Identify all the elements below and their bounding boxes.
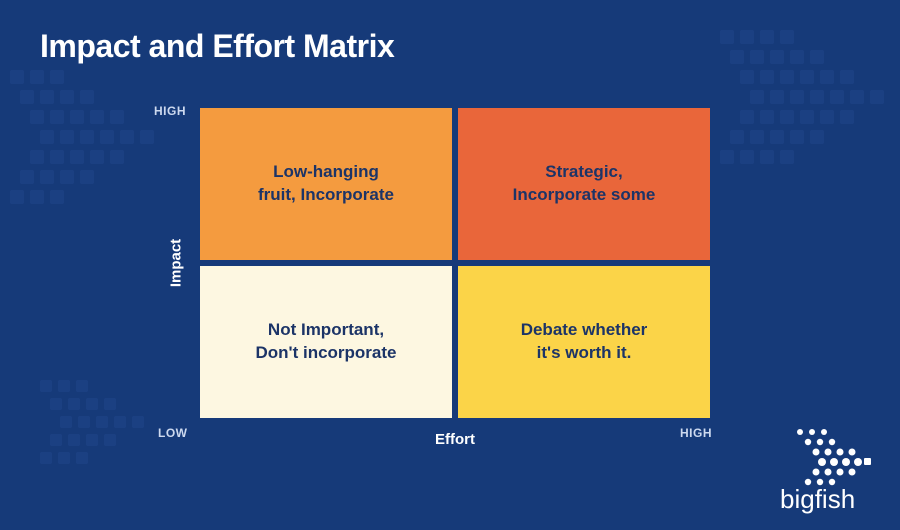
page-title: Impact and Effort Matrix	[40, 28, 860, 65]
quadrant-bottom-right: Debate whether it's worth it.	[458, 266, 710, 418]
quadrant-text-line2: Don't incorporate	[256, 342, 397, 365]
quadrant-top-left: Low-hanging fruit, Incorporate	[200, 108, 452, 260]
quadrant-top-right: Strategic, Incorporate some	[458, 108, 710, 260]
quadrant-text-line2: it's worth it.	[537, 342, 632, 365]
x-axis-label: Effort	[435, 431, 475, 448]
y-axis-low-tick: LOW	[158, 426, 188, 440]
fish-dots-icon	[797, 429, 871, 485]
matrix-grid: Low-hanging fruit, Incorporate Strategic…	[200, 108, 710, 418]
quadrant-text-line1: Not Important,	[268, 319, 384, 342]
quadrant-text-line2: fruit, Incorporate	[258, 184, 394, 207]
quadrant-text-line2: Incorporate some	[513, 184, 656, 207]
quadrant-text-line1: Strategic,	[545, 161, 622, 184]
brand-name-text: bigfish	[780, 484, 855, 514]
quadrant-text-line1: Debate whether	[521, 319, 648, 342]
quadrant-bottom-left: Not Important, Don't incorporate	[200, 266, 452, 418]
impact-effort-matrix: Low-hanging fruit, Incorporate Strategic…	[200, 108, 710, 418]
y-axis-label: Impact	[168, 239, 185, 287]
x-axis-high-tick: HIGH	[680, 426, 712, 440]
brand-logo: bigfish	[722, 424, 872, 514]
y-axis-high-tick: HIGH	[154, 104, 186, 118]
quadrant-text-line1: Low-hanging	[273, 161, 379, 184]
